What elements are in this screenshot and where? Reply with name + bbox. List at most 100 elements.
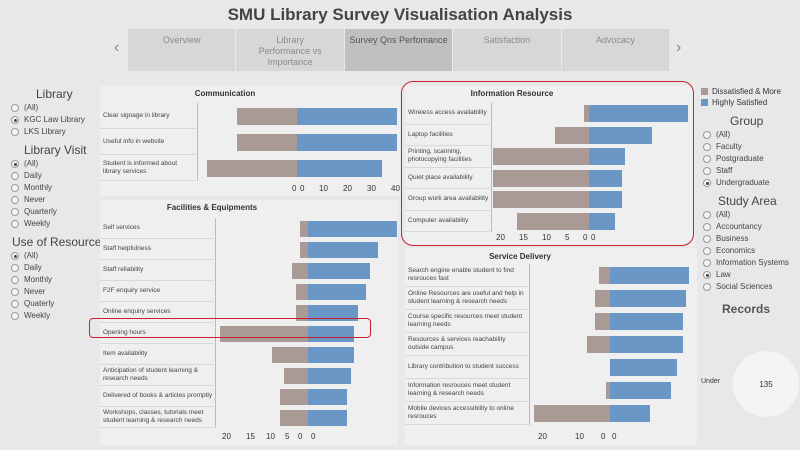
radio-icon[interactable] <box>703 223 711 231</box>
filter-option-all[interactable]: (All) <box>703 209 789 221</box>
radio-icon[interactable] <box>703 131 711 139</box>
row-label-text: Wireless access availability <box>408 109 487 117</box>
row-divider-line <box>529 264 530 425</box>
radio-icon[interactable] <box>11 160 19 168</box>
bar-dissatisfied <box>517 212 589 230</box>
filter-option-weekly[interactable]: Weekly <box>11 218 57 230</box>
filter-option-lks-library[interactable]: LKS Library <box>11 126 85 138</box>
radio-icon[interactable] <box>703 179 711 187</box>
filter-option-postgraduate[interactable]: Postgraduate <box>703 153 769 165</box>
filter-option-faculty[interactable]: Faculty <box>703 141 769 153</box>
radio-icon[interactable] <box>11 264 19 272</box>
radio-icon[interactable] <box>11 312 19 320</box>
legend-item: Highly Satisfied <box>701 97 781 108</box>
filter-option-daily[interactable]: Daily <box>11 262 54 274</box>
row-label-text: Resources & services reachability outsid… <box>408 336 506 351</box>
radio-icon[interactable] <box>11 128 19 136</box>
radio-icon[interactable] <box>11 208 19 216</box>
legend-label: Dissatisfied & More <box>712 87 781 96</box>
radio-icon[interactable] <box>11 172 19 180</box>
radio-icon[interactable] <box>11 288 19 296</box>
radio-icon[interactable] <box>703 143 711 151</box>
filter-option-kgc-law-library[interactable]: KGC Law Library <box>11 114 85 126</box>
tab-advocacy[interactable]: Advocacy <box>561 29 671 71</box>
filter-option-label: Social Sciences <box>716 282 773 291</box>
row-label-text: Online enquiry services <box>103 308 171 315</box>
filter-option-label: Weekly <box>24 311 51 320</box>
legend-label: Highly Satisfied <box>712 98 768 107</box>
axis-tick-label: 30 <box>367 184 376 193</box>
filter-option-accountancy[interactable]: Accountancy <box>703 221 789 233</box>
radio-icon[interactable] <box>703 283 711 291</box>
row-label-text: Anticipation of student learning & resea… <box>103 367 199 382</box>
row-label-text: Quiet place availability <box>408 173 473 181</box>
row-label-student-is-informed-about-library-services: Student is informed about library servic… <box>100 155 196 181</box>
tab-library-performance-vs-importance[interactable]: Library Performance vs Importance <box>236 29 345 71</box>
bar-dissatisfied <box>555 126 589 144</box>
radio-icon[interactable] <box>11 300 19 308</box>
bar-dissatisfied <box>534 405 610 422</box>
bar-highly-satisfied <box>589 191 622 209</box>
filter-option-economics[interactable]: Economics <box>703 245 789 257</box>
filter-option-undergraduate[interactable]: Undergraduate <box>703 177 769 189</box>
radio-icon[interactable] <box>703 167 711 175</box>
bar-dissatisfied <box>284 367 308 384</box>
tab-satisfaction[interactable]: Satisfaction <box>453 29 562 71</box>
filter-option-staff[interactable]: Staff <box>703 165 769 177</box>
row-label-staff-reliability: Staff reliability <box>100 260 214 281</box>
filter-option-label: Never <box>24 287 46 296</box>
nav-prev-arrow-icon[interactable]: ‹ <box>114 39 120 56</box>
radio-icon[interactable] <box>11 276 19 284</box>
filter-option-monthly[interactable]: Monthly <box>11 274 54 286</box>
filter-option-information-systems[interactable]: Information Systems <box>703 257 789 269</box>
filter-option-quaterly[interactable]: Quaterly <box>11 298 54 310</box>
bar-dissatisfied <box>493 148 589 166</box>
bar-highly-satisfied <box>610 336 683 353</box>
filter-option-weekly[interactable]: Weekly <box>11 310 54 322</box>
filter-option-quarterly[interactable]: Quarterly <box>11 206 57 218</box>
filter-option-label: Staff <box>716 166 733 175</box>
tab-label: Performance vs Importance <box>258 46 322 67</box>
row-label-information-resrouces-meet-student-learning-research-needs: Information resrouces meet student learn… <box>405 379 528 402</box>
filter-option-never[interactable]: Never <box>11 286 54 298</box>
bar-highly-satisfied <box>610 313 683 330</box>
row-label-text: Item availability <box>103 350 148 357</box>
bar-dissatisfied <box>237 133 297 151</box>
filter-option-monthly[interactable]: Monthly <box>11 182 57 194</box>
filter-option-law[interactable]: Law <box>703 269 789 281</box>
radio-icon[interactable] <box>703 259 711 267</box>
row-divider-line <box>215 218 216 428</box>
radio-icon[interactable] <box>703 211 711 219</box>
filter-option-all[interactable]: (All) <box>703 129 769 141</box>
filter-option-daily[interactable]: Daily <box>11 170 57 182</box>
row-label-text: Course specific resources meet student l… <box>408 313 523 328</box>
panel-facilities-title: Facilities & Equipments <box>166 203 258 212</box>
bar-dissatisfied <box>296 283 308 300</box>
filter-option-all[interactable]: (All) <box>11 250 54 262</box>
bar-dissatisfied <box>606 382 610 399</box>
row-label-search-engine-enable-student-to-find-resrouces-fast: Search engine enable student to find res… <box>405 264 528 287</box>
radio-icon[interactable] <box>703 271 711 279</box>
radio-icon[interactable] <box>11 196 19 204</box>
filter-option-business[interactable]: Business <box>703 233 789 245</box>
radio-icon[interactable] <box>11 116 19 124</box>
row-label-computer-availability: Computer availability <box>405 211 490 232</box>
radio-icon[interactable] <box>703 235 711 243</box>
filter-option-all[interactable]: (All) <box>11 102 85 114</box>
filter-option-never[interactable]: Never <box>11 194 57 206</box>
radio-icon[interactable] <box>11 220 19 228</box>
filter-group: (All) Faculty Postgraduate Staff Undergradua… <box>703 129 769 189</box>
records-count: 135 <box>759 379 773 389</box>
nav-next-arrow-icon[interactable]: › <box>676 39 682 56</box>
filter-option-all[interactable]: (All) <box>11 158 57 170</box>
radio-icon[interactable] <box>703 247 711 255</box>
story-nav-tabs: Overview Library Performance vs Importance… <box>128 29 671 71</box>
radio-icon[interactable] <box>11 104 19 112</box>
radio-icon[interactable] <box>11 252 19 260</box>
tab-survey-qns-perfomance[interactable]: Survey Qns Perfomance <box>344 29 454 71</box>
radio-icon[interactable] <box>11 184 19 192</box>
radio-icon[interactable] <box>703 155 711 163</box>
filter-option-social-sciences[interactable]: Social Sciences <box>703 281 789 293</box>
bar-dissatisfied <box>207 159 297 177</box>
tab-overview[interactable]: Overview <box>128 29 237 71</box>
